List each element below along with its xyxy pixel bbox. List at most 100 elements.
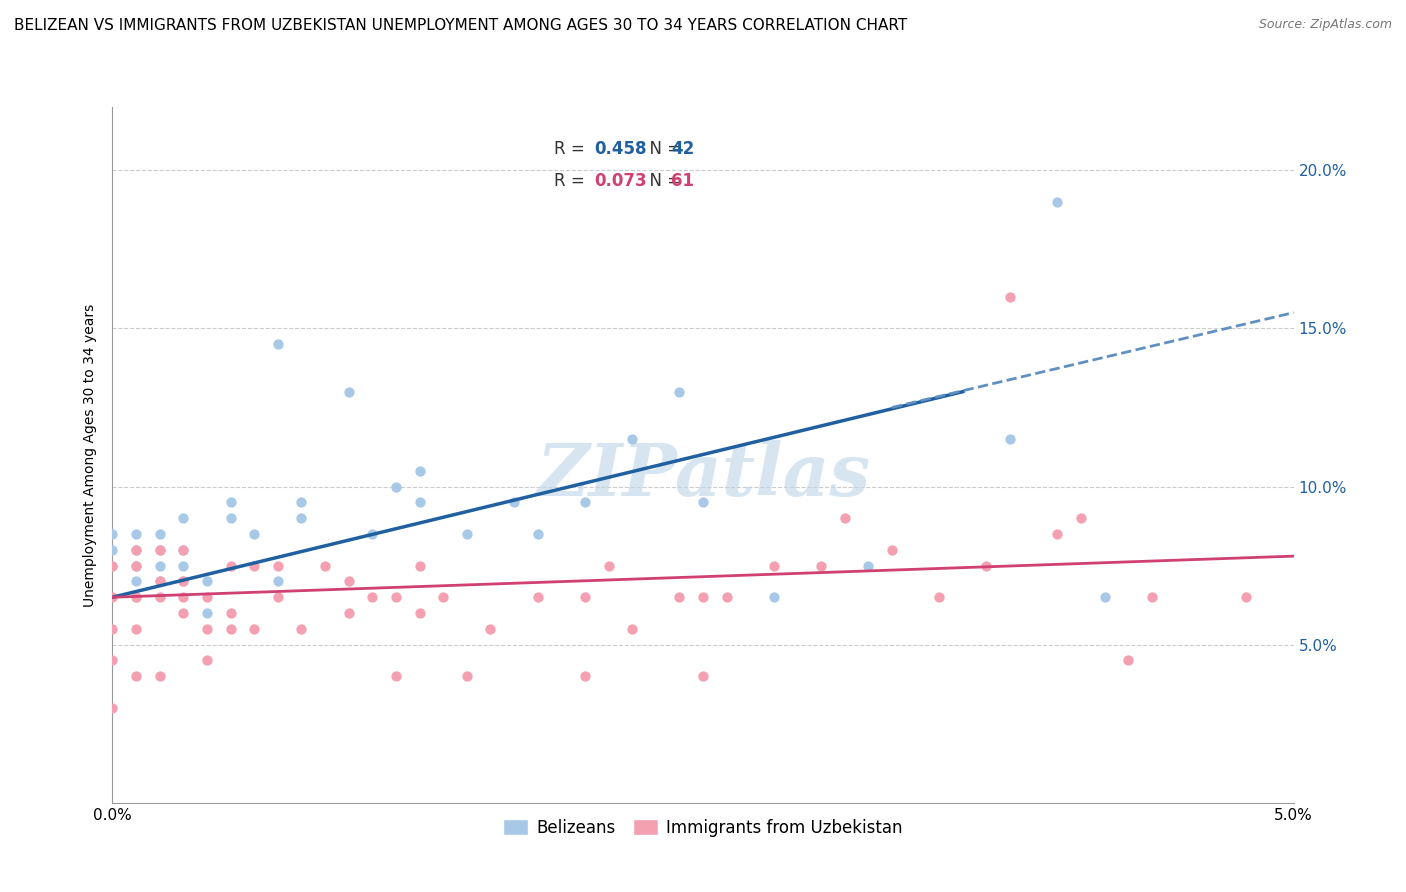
Point [172,511,194,525]
Point [408,495,430,509]
Point [267,337,290,351]
Point [479,622,502,636]
Point [172,574,194,589]
Point [834,511,856,525]
Point [101,558,124,573]
Point [149,542,172,557]
Text: R =: R = [554,172,591,190]
Point [337,574,360,589]
Point [928,591,950,605]
Point [290,622,312,636]
Text: R =: R = [554,140,591,158]
Point [267,558,290,573]
Point [716,591,738,605]
Point [621,622,644,636]
Point [101,591,124,605]
Point [1116,653,1139,667]
Point [408,606,430,620]
Point [125,591,148,605]
Point [385,669,408,683]
Point [290,511,312,525]
Point [290,495,312,509]
Point [456,669,478,683]
Point [101,701,124,715]
Point [125,542,148,557]
Point [125,542,148,557]
Point [998,290,1021,304]
Point [408,558,430,573]
Point [219,606,242,620]
Point [526,527,548,541]
Point [998,432,1021,446]
Point [267,574,290,589]
Point [880,542,903,557]
Point [172,542,194,557]
Point [858,558,880,573]
Point [1046,527,1069,541]
Text: N =: N = [638,140,686,158]
Point [125,669,148,683]
Point [101,653,124,667]
Point [314,558,336,573]
Point [125,558,148,573]
Point [668,591,690,605]
Point [149,574,172,589]
Point [668,384,690,399]
Point [385,591,408,605]
Point [101,542,124,557]
Text: 42: 42 [671,140,695,158]
Point [361,527,384,541]
Point [574,495,596,509]
Point [408,464,430,478]
Text: BELIZEAN VS IMMIGRANTS FROM UZBEKISTAN UNEMPLOYMENT AMONG AGES 30 TO 34 YEARS CO: BELIZEAN VS IMMIGRANTS FROM UZBEKISTAN U… [14,18,907,33]
Point [125,622,148,636]
Point [692,495,714,509]
Text: N =: N = [638,172,686,190]
Point [195,574,218,589]
Point [621,432,644,446]
Point [172,558,194,573]
Point [195,591,218,605]
Point [432,591,454,605]
Text: 61: 61 [671,172,695,190]
Point [172,606,194,620]
Point [125,527,148,541]
Point [762,591,785,605]
Point [1140,591,1163,605]
Point [195,653,218,667]
Point [526,591,548,605]
Point [149,558,172,573]
Point [172,542,194,557]
Point [243,622,266,636]
Point [456,527,478,541]
Point [149,542,172,557]
Y-axis label: Unemployment Among Ages 30 to 34 years: Unemployment Among Ages 30 to 34 years [83,303,97,607]
Point [692,669,714,683]
Point [243,558,266,573]
Point [172,574,194,589]
Point [219,495,242,509]
Legend: Belizeans, Immigrants from Uzbekistan: Belizeans, Immigrants from Uzbekistan [496,812,910,843]
Point [219,558,242,573]
Text: Source: ZipAtlas.com: Source: ZipAtlas.com [1258,18,1392,31]
Point [219,511,242,525]
Text: 0.458: 0.458 [593,140,647,158]
Point [503,495,526,509]
Point [149,591,172,605]
Point [101,622,124,636]
Point [125,558,148,573]
Point [219,622,242,636]
Point [1094,591,1116,605]
Point [762,558,785,573]
Point [125,591,148,605]
Point [1070,511,1092,525]
Point [267,591,290,605]
Point [337,384,360,399]
Point [1046,194,1069,209]
Point [692,591,714,605]
Point [243,527,266,541]
Point [598,558,620,573]
Point [361,591,384,605]
Point [125,574,148,589]
Text: ZIPatlas: ZIPatlas [536,441,870,511]
